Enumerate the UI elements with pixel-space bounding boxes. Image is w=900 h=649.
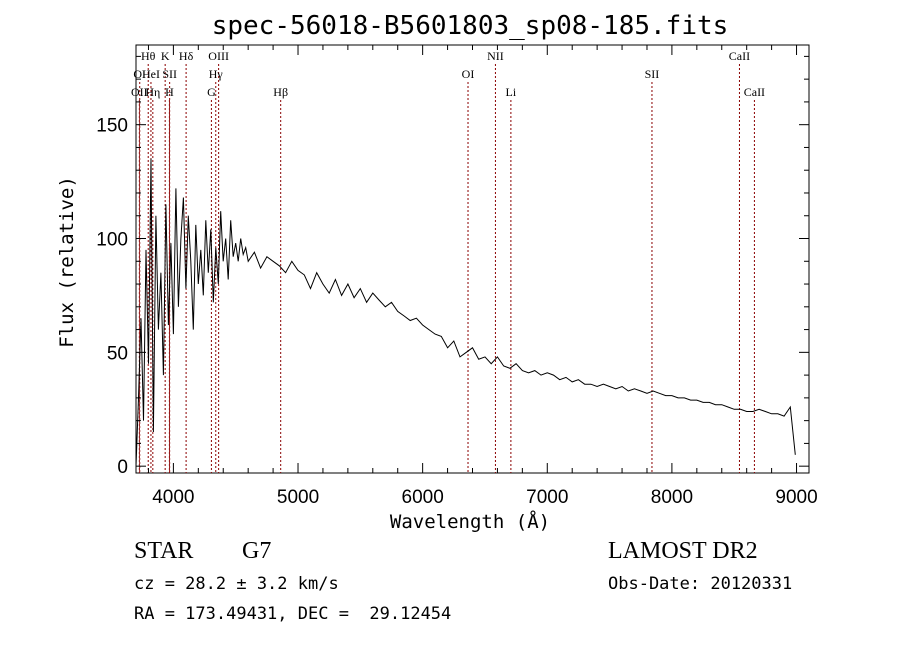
line-label: Hη bbox=[145, 85, 160, 99]
line-label: SII bbox=[162, 67, 177, 81]
line-label: Li bbox=[506, 85, 517, 99]
line-label: CaII bbox=[729, 49, 750, 63]
line-label: Hδ bbox=[179, 49, 194, 63]
y-tick-label: 100 bbox=[96, 230, 128, 251]
y-axis-label: Flux (relative) bbox=[56, 176, 78, 348]
survey-label: LAMOST DR2 bbox=[608, 538, 758, 564]
chart-title: spec-56018-B5601803_sp08-185.fits bbox=[212, 11, 729, 41]
x-tick-label: 7000 bbox=[526, 487, 568, 508]
line-label: OII bbox=[131, 85, 148, 99]
line-label: Hβ bbox=[273, 85, 288, 99]
obs-date-text: Obs-Date: 20120331 bbox=[608, 574, 793, 594]
x-tick-label: 4000 bbox=[152, 487, 194, 508]
coordinates-text: RA = 173.49431, DEC = 29.12454 bbox=[134, 604, 452, 624]
x-tick-label: 8000 bbox=[651, 487, 693, 508]
line-label: OIII bbox=[208, 49, 229, 63]
line-label: HeI bbox=[142, 67, 160, 81]
x-tick-label: 6000 bbox=[402, 487, 444, 508]
line-label: G bbox=[207, 85, 216, 99]
spectrum-series-line bbox=[135, 158, 796, 467]
line-label: Hθ bbox=[141, 49, 156, 63]
x-axis-ticks: 4000 5000 6000 7000 8000 9000 bbox=[147, 45, 818, 508]
redshift-text: cz = 28.2 ± 3.2 km/s bbox=[134, 574, 339, 594]
x-tick-label: 9000 bbox=[775, 487, 817, 508]
line-label: H bbox=[165, 85, 174, 99]
line-label: Hγ bbox=[209, 67, 224, 81]
object-subclass: G7 bbox=[242, 538, 272, 564]
object-class: STAR bbox=[134, 538, 194, 564]
x-tick-label: 5000 bbox=[277, 487, 319, 508]
plot-frame bbox=[135, 44, 810, 474]
spectral-line-markers bbox=[138, 64, 755, 473]
line-label: OI bbox=[462, 67, 475, 81]
y-tick-label: 150 bbox=[96, 116, 128, 137]
line-label: SII bbox=[645, 67, 660, 81]
y-tick-label: 0 bbox=[117, 457, 128, 478]
line-label: OI bbox=[133, 67, 146, 81]
line-label: CaII bbox=[744, 85, 765, 99]
y-tick-label: 50 bbox=[107, 343, 128, 364]
line-label: K bbox=[161, 49, 170, 63]
y-axis-ticks: 0 50 100 150 bbox=[96, 55, 809, 478]
spectral-line-labels: OI OII Hθ HeI Hη K SII H Hδ OIII Hγ G Hβ OI NII Li SII Ca… bbox=[131, 49, 765, 99]
line-label: NII bbox=[487, 49, 504, 63]
x-axis-label: Wavelength (Å) bbox=[390, 510, 550, 533]
